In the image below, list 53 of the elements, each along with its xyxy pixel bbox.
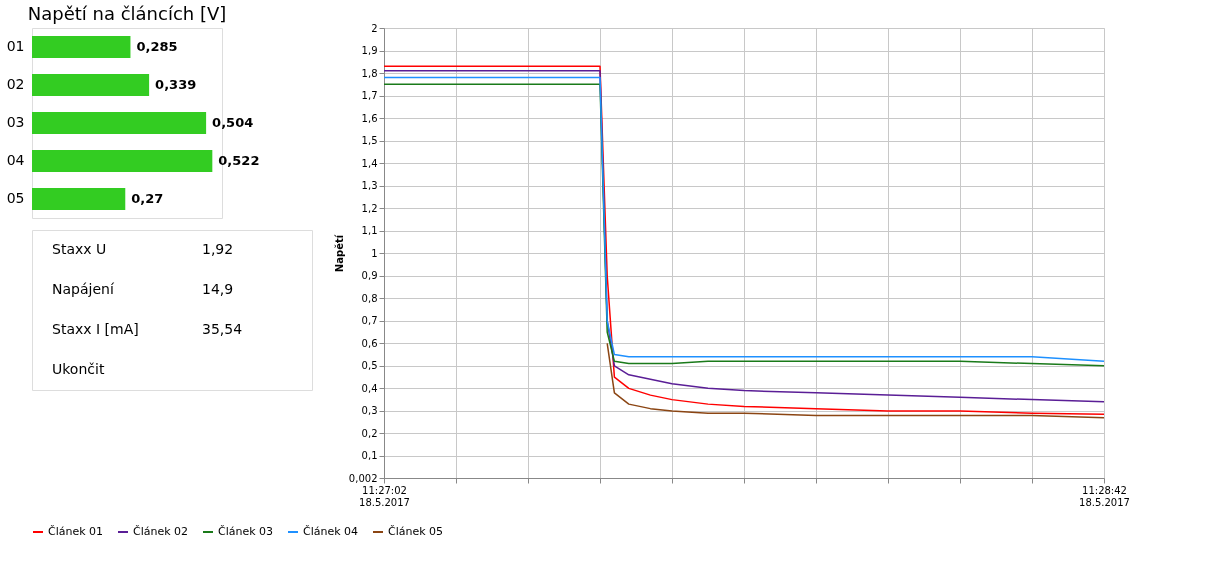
y-tick-label: 0,002	[348, 472, 378, 484]
y-tick-label: 02	[6, 76, 25, 92]
text: Staxx I [mA]	[52, 321, 139, 337]
data-label: 0,504	[212, 115, 254, 130]
data-label: 0,339	[155, 77, 197, 92]
y-tick-label: 1,4	[361, 157, 378, 169]
text: Ukončit	[52, 361, 105, 377]
x-tick-label: 11:27:02 18.5.2017	[359, 484, 410, 508]
y-tick-label: 1,8	[361, 67, 378, 79]
y-tick-label: 0,2	[361, 427, 378, 439]
y-tick-label: 05	[6, 190, 25, 206]
y-tick-label: 0,4	[361, 382, 378, 394]
legend-label: Článek 01	[48, 525, 104, 538]
y-tick-label: 0,9	[361, 270, 378, 282]
y-tick-label: 1,2	[361, 202, 378, 214]
y-tick-label: 1,7	[361, 90, 378, 102]
text: Napájení	[52, 281, 115, 297]
bar	[32, 112, 207, 134]
text: Staxx U	[52, 241, 107, 257]
legend-label: Článek 02	[133, 525, 189, 538]
text: 1,92	[202, 241, 234, 257]
y-tick-label: 0,6	[361, 337, 378, 349]
legend-label: Článek 04	[303, 525, 359, 538]
data-label: 0,522	[218, 153, 260, 168]
y-tick-label: 2	[371, 22, 378, 34]
x-tick-label: 11:28:42 18.5.2017	[1079, 484, 1130, 508]
text: 35,54	[202, 321, 243, 337]
y-tick-label: 1,6	[361, 112, 378, 124]
y-tick-label: 01	[6, 38, 25, 54]
y-tick-label: 1,5	[361, 135, 378, 147]
data-label: 0,285	[136, 39, 178, 54]
y-tick-label: 1	[371, 247, 378, 259]
bar	[32, 150, 213, 172]
data-label: 0,27	[131, 191, 164, 206]
chart-title: Napětí na článcích [V]	[27, 3, 227, 24]
legend-label: Článek 03	[218, 525, 274, 538]
y-tick-label: 0,7	[361, 315, 378, 327]
line-series	[606, 342, 1105, 419]
y-axis-title: Napětí	[333, 234, 345, 273]
y-tick-label: 0,5	[361, 360, 378, 372]
bar	[32, 188, 126, 210]
legend-label: Článek 05	[388, 525, 444, 538]
y-tick-label: 1,3	[361, 180, 378, 192]
y-tick-label: 03	[6, 114, 25, 130]
text: 14,9	[202, 281, 234, 297]
y-tick-label: 0,1	[361, 450, 378, 462]
y-tick-label: 0,8	[361, 292, 378, 304]
bar	[32, 36, 131, 58]
y-tick-label: 1,1	[361, 225, 378, 237]
y-tick-label: 0,3	[361, 405, 378, 417]
bar	[32, 74, 150, 96]
y-tick-label: 1,9	[361, 45, 378, 57]
y-tick-label: 04	[6, 152, 25, 168]
